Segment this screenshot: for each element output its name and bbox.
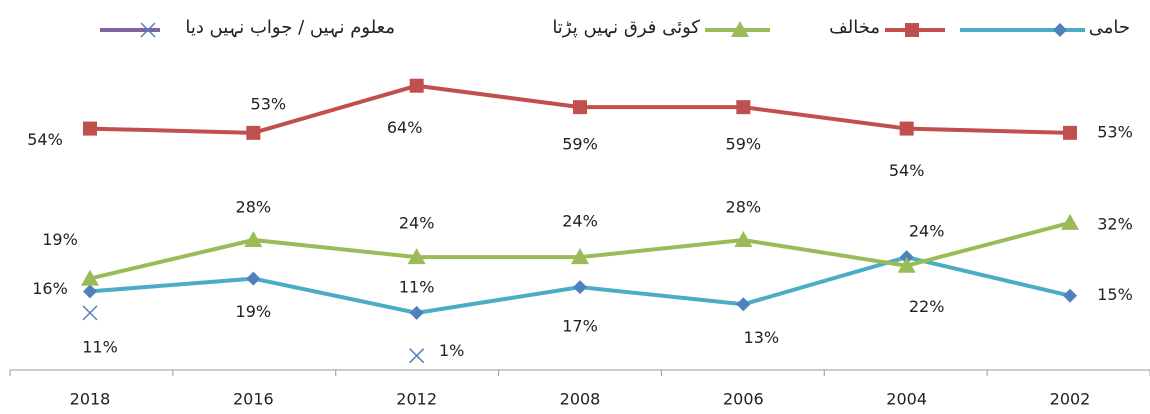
marker: [83, 284, 97, 298]
data-label: 53%: [1097, 122, 1133, 141]
data-label: 11%: [82, 337, 118, 356]
chart: 2018 2016 2012 2008 2006 2004 2002 16% 19% 11% 17%…: [0, 0, 1150, 414]
legend-label: کوئی فرق نہیں پڑتا: [552, 17, 700, 38]
data-label: 64%: [387, 118, 423, 137]
data-label: 59%: [726, 135, 762, 154]
legend-label: حامی: [1089, 17, 1130, 38]
marker: [573, 100, 587, 114]
data-label: 54%: [889, 161, 925, 180]
marker: [83, 306, 97, 320]
marker: [410, 79, 424, 93]
marker: [83, 122, 97, 136]
marker: [736, 100, 750, 114]
legend-label: معلوم نہیں / جواب نہیں دیا: [185, 17, 395, 38]
data-label: 53%: [251, 94, 287, 113]
data-label: 11%: [399, 277, 435, 296]
data-label: 13%: [744, 328, 780, 347]
data-label: 54%: [27, 130, 63, 149]
data-label: 28%: [726, 198, 762, 217]
legend-label: مخالف: [829, 17, 880, 38]
x-tick-label: 2004: [886, 390, 927, 409]
x-tick-label: 2018: [70, 390, 111, 409]
data-label: 17%: [562, 317, 598, 336]
x-tick-label: 2016: [233, 390, 274, 409]
marker: [1061, 214, 1079, 230]
marker: [246, 126, 260, 140]
x-tick-label: 2008: [560, 390, 601, 409]
data-label: 24%: [399, 214, 435, 233]
marker: [410, 349, 424, 363]
data-label: 24%: [909, 222, 945, 241]
marker: [1063, 126, 1077, 140]
marker: [736, 297, 750, 311]
x-tick-label: 2002: [1050, 390, 1091, 409]
marker: [246, 272, 260, 286]
data-label: 1%: [439, 341, 464, 360]
data-label: 19%: [42, 230, 78, 249]
legend-marker: [1053, 23, 1067, 37]
data-label: 16%: [32, 279, 68, 298]
data-label: 22%: [909, 297, 945, 316]
marker: [900, 122, 914, 136]
data-label: 24%: [562, 212, 598, 231]
legend-marker: [905, 23, 919, 37]
data-label: 32%: [1097, 214, 1133, 233]
data-label: 15%: [1097, 285, 1133, 304]
marker: [410, 306, 424, 320]
data-label: 28%: [236, 198, 272, 217]
marker: [573, 280, 587, 294]
data-label: 59%: [562, 135, 598, 154]
x-tick-label: 2012: [396, 390, 437, 409]
data-label: 19%: [236, 302, 272, 321]
x-tick-label: 2006: [723, 390, 764, 409]
marker: [1063, 289, 1077, 303]
